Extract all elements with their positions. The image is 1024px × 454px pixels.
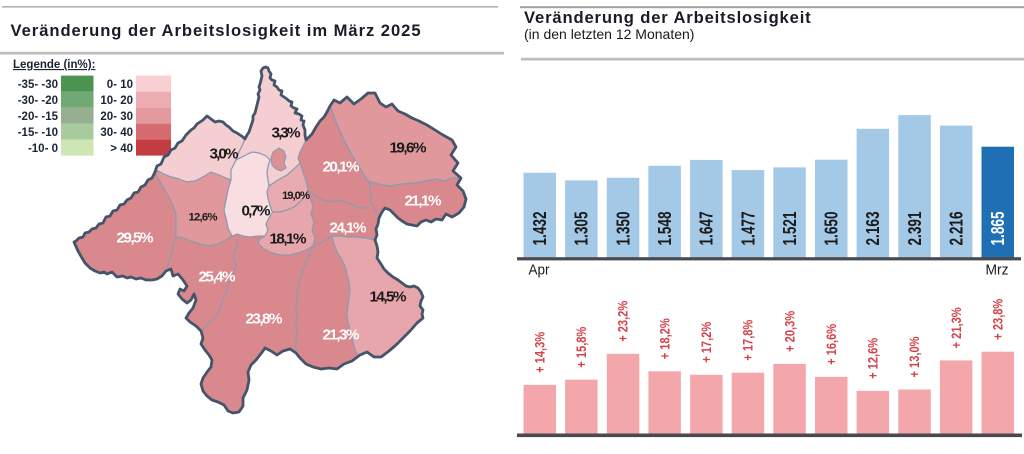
svg-text:-10- 0: -10- 0 xyxy=(28,143,58,155)
svg-text:Veränderung der Arbeitslosigke: Veränderung der Arbeitslosigkeit im März… xyxy=(11,21,422,40)
svg-text:12,6%: 12,6% xyxy=(189,212,218,224)
svg-text:21,1%: 21,1% xyxy=(405,193,442,210)
svg-text:19,0%: 19,0% xyxy=(282,190,310,202)
svg-text:20,1%: 20,1% xyxy=(323,159,360,176)
svg-text:1.432: 1.432 xyxy=(530,212,550,246)
svg-text:> 40: > 40 xyxy=(110,143,133,155)
svg-text:24,1%: 24,1% xyxy=(330,220,367,237)
svg-text:2.163: 2.163 xyxy=(863,212,883,246)
svg-text:+ 17,2%: + 17,2% xyxy=(699,322,714,363)
svg-text:(in den letzten 12 Monaten): (in den letzten 12 Monaten) xyxy=(524,26,694,42)
svg-text:1.650: 1.650 xyxy=(822,212,842,246)
svg-text:1.305: 1.305 xyxy=(572,212,592,246)
svg-text:14,5%: 14,5% xyxy=(370,289,407,306)
svg-text:+ 20,3%: + 20,3% xyxy=(782,311,797,352)
svg-text:2.391: 2.391 xyxy=(905,212,925,246)
svg-text:20- 30: 20- 30 xyxy=(100,111,133,123)
svg-text:30- 40: 30- 40 xyxy=(100,127,133,139)
svg-text:+ 14,3%: + 14,3% xyxy=(533,332,548,373)
svg-text:3,0%: 3,0% xyxy=(210,146,239,163)
svg-text:-15- -10: -15- -10 xyxy=(18,127,58,139)
svg-text:1.865: 1.865 xyxy=(988,212,1008,246)
svg-text:18,1%: 18,1% xyxy=(270,231,307,248)
svg-text:+ 18,2%: + 18,2% xyxy=(657,318,672,359)
svg-text:+ 15,8%: + 15,8% xyxy=(574,327,589,368)
svg-text:21,3%: 21,3% xyxy=(323,327,360,344)
svg-text:0,7%: 0,7% xyxy=(242,203,271,220)
svg-text:3,3%: 3,3% xyxy=(272,125,301,142)
svg-text:1.350: 1.350 xyxy=(613,212,633,246)
svg-text:19,6%: 19,6% xyxy=(390,140,427,157)
svg-text:-30- -20: -30- -20 xyxy=(18,95,58,107)
svg-text:2.216: 2.216 xyxy=(946,212,966,246)
svg-text:25,4%: 25,4% xyxy=(199,269,236,286)
svg-text:+ 21,3%: + 21,3% xyxy=(949,307,964,348)
svg-text:29,5%: 29,5% xyxy=(117,230,154,247)
svg-text:+ 17,8%: + 17,8% xyxy=(741,320,756,361)
svg-text:1.521: 1.521 xyxy=(780,212,800,246)
svg-text:+ 23,2%: + 23,2% xyxy=(616,301,631,342)
svg-text:23,8%: 23,8% xyxy=(246,311,283,328)
svg-text:-35- -30: -35- -30 xyxy=(18,79,58,91)
svg-text:+ 13,0%: + 13,0% xyxy=(907,337,922,378)
svg-text:+ 23,8%: + 23,8% xyxy=(991,299,1006,340)
svg-text:Veränderung der Arbeitslosigke: Veränderung der Arbeitslosigkeit xyxy=(524,8,812,27)
svg-text:Legende (in%):: Legende (in%): xyxy=(13,59,95,71)
svg-text:-20- -15: -20- -15 xyxy=(18,111,59,123)
svg-text:+ 16,6%: + 16,6% xyxy=(824,324,839,365)
svg-text:1.477: 1.477 xyxy=(738,212,758,246)
svg-text:Apr: Apr xyxy=(529,263,550,279)
svg-text:1.548: 1.548 xyxy=(655,212,675,246)
svg-text:Mrz: Mrz xyxy=(986,263,1009,279)
svg-text:10- 20: 10- 20 xyxy=(100,95,133,107)
svg-text:0- 10: 0- 10 xyxy=(107,79,133,91)
svg-text:+ 12,6%: + 12,6% xyxy=(866,338,881,379)
svg-text:1.647: 1.647 xyxy=(697,212,717,246)
